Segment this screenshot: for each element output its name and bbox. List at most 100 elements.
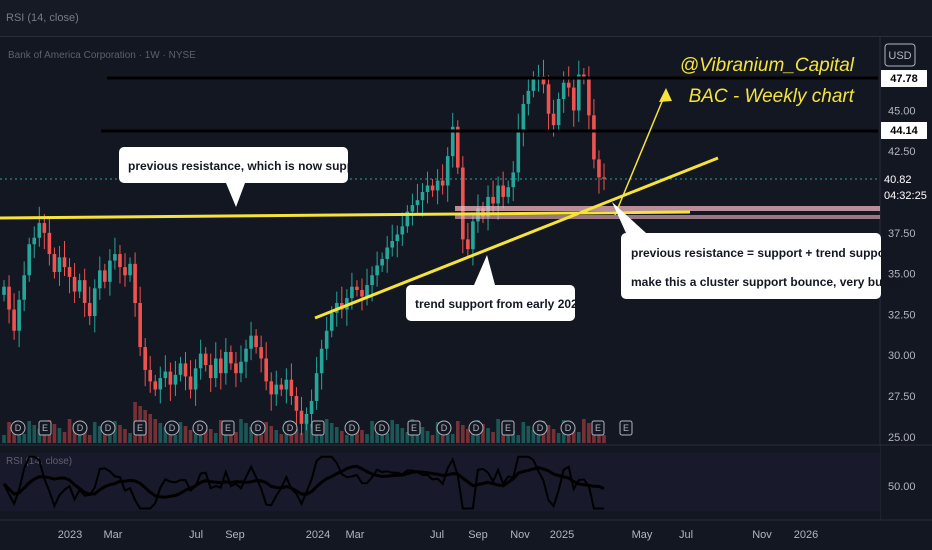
- dividend-marker[interactable]: D: [164, 420, 180, 436]
- candle-body: [103, 270, 107, 282]
- candles: [2, 59, 606, 436]
- earnings-marker[interactable]: E: [501, 420, 515, 436]
- time-axis[interactable]: 2023 Mar Jul Sep 2024 Mar Jul Sep Nov 2025 May Jul N…: [58, 529, 818, 541]
- volume-bar: [380, 429, 384, 443]
- candle-body: [123, 267, 127, 276]
- volume-bar: [334, 427, 339, 443]
- marker-shape: [10, 420, 26, 436]
- earnings-marker[interactable]: E: [133, 420, 147, 436]
- volume-bar: [203, 425, 208, 443]
- candle-body: [163, 371, 168, 379]
- earnings-marker[interactable]: E: [619, 420, 633, 436]
- projection-arrow[interactable]: [614, 91, 667, 216]
- dividend-marker[interactable]: D: [436, 420, 452, 436]
- support-zone-top: [455, 206, 880, 211]
- volume-bar: [360, 430, 364, 443]
- marker-shape: [501, 420, 515, 436]
- marker-shape: [192, 420, 208, 436]
- dividend-marker[interactable]: D: [468, 420, 484, 436]
- callout-support[interactable]: [119, 147, 348, 183]
- candle-body: [511, 172, 516, 188]
- volume-bar: [526, 426, 531, 443]
- candle-body: [183, 363, 188, 377]
- candle-body: [304, 413, 309, 424]
- candle-body: [12, 309, 16, 331]
- dividend-marker[interactable]: D: [344, 420, 360, 436]
- horizontal-support-line[interactable]: [0, 210, 691, 220]
- dividend-marker[interactable]: D: [10, 420, 26, 436]
- dividend-marker[interactable]: D: [250, 420, 266, 436]
- volume-bar: [67, 419, 72, 443]
- earnings-marker[interactable]: E: [38, 420, 52, 436]
- candle-body: [491, 196, 495, 204]
- candle-body: [173, 374, 178, 385]
- volume-bar: [128, 433, 132, 443]
- candle-body: [516, 130, 521, 173]
- marker-shape: [407, 420, 421, 436]
- candle-body: [72, 276, 77, 292]
- dividend-marker[interactable]: D: [560, 420, 576, 436]
- time-tick: Jul: [189, 529, 203, 541]
- volume-bar: [57, 428, 62, 443]
- candle-body: [108, 260, 112, 282]
- marker-letter: D: [379, 423, 386, 433]
- marker-letter: D: [77, 423, 84, 433]
- candle-body: [259, 347, 263, 359]
- volume-bar: [576, 432, 581, 443]
- marker-shape: [468, 420, 484, 436]
- dividend-marker[interactable]: D: [100, 420, 116, 436]
- currency-label: USD: [888, 50, 911, 62]
- volume-bar: [42, 433, 47, 443]
- volume-bar: [234, 432, 238, 443]
- marker-shape: [532, 420, 548, 436]
- earnings-marker[interactable]: E: [591, 420, 605, 436]
- candle-body: [87, 303, 92, 317]
- volume-bar: [52, 424, 57, 443]
- volume-bar: [546, 425, 551, 443]
- dividend-marker[interactable]: D: [192, 420, 208, 436]
- earnings-marker[interactable]: E: [407, 420, 421, 436]
- candle-body: [415, 200, 420, 206]
- volume-bar: [430, 435, 435, 443]
- marker-letter: D: [565, 423, 572, 433]
- candle-body: [97, 270, 102, 289]
- volume-bar: [329, 423, 334, 443]
- callout-cluster-line-1: previous resistance = support + trend su…: [631, 246, 894, 260]
- currency-button[interactable]: [884, 43, 916, 67]
- volume-bar: [375, 425, 379, 443]
- candle-body: [7, 286, 11, 310]
- marker-letter: E: [137, 423, 143, 433]
- earnings-marker[interactable]: E: [311, 420, 325, 436]
- volume-bar: [168, 431, 173, 443]
- candle-body: [62, 257, 67, 268]
- callout-trend[interactable]: [406, 285, 575, 321]
- callout-support-text: previous resistance, which is now suppor…: [128, 159, 370, 173]
- level-label-47-78-box: [881, 70, 927, 87]
- candle-body: [521, 103, 526, 131]
- volume-bar: [304, 420, 309, 443]
- callout-cluster[interactable]: [621, 233, 881, 299]
- indicator-label[interactable]: RSI (14, close): [6, 12, 79, 24]
- volume-bar: [244, 423, 248, 443]
- marker-letter: D: [349, 423, 356, 433]
- candle-body: [153, 381, 158, 390]
- projection-arrowhead: [659, 88, 672, 102]
- candle-body: [466, 239, 470, 250]
- candle-body: [375, 265, 379, 276]
- earnings-marker[interactable]: E: [221, 420, 235, 436]
- dividend-marker[interactable]: D: [72, 420, 88, 436]
- trend-support-line[interactable]: [314, 156, 719, 320]
- volume-bar: [491, 432, 495, 443]
- dividend-marker[interactable]: D: [374, 420, 390, 436]
- candle-body: [420, 192, 425, 201]
- price-tick: 30.00: [888, 350, 916, 362]
- dividend-marker[interactable]: D: [532, 420, 548, 436]
- volume-bar: [208, 429, 213, 443]
- volume-bar: [536, 434, 541, 443]
- dividend-marker[interactable]: D: [282, 420, 298, 436]
- candle-body: [143, 347, 147, 370]
- callout-trend-text: trend support from early 2024: [415, 297, 585, 311]
- candle-body: [556, 99, 561, 126]
